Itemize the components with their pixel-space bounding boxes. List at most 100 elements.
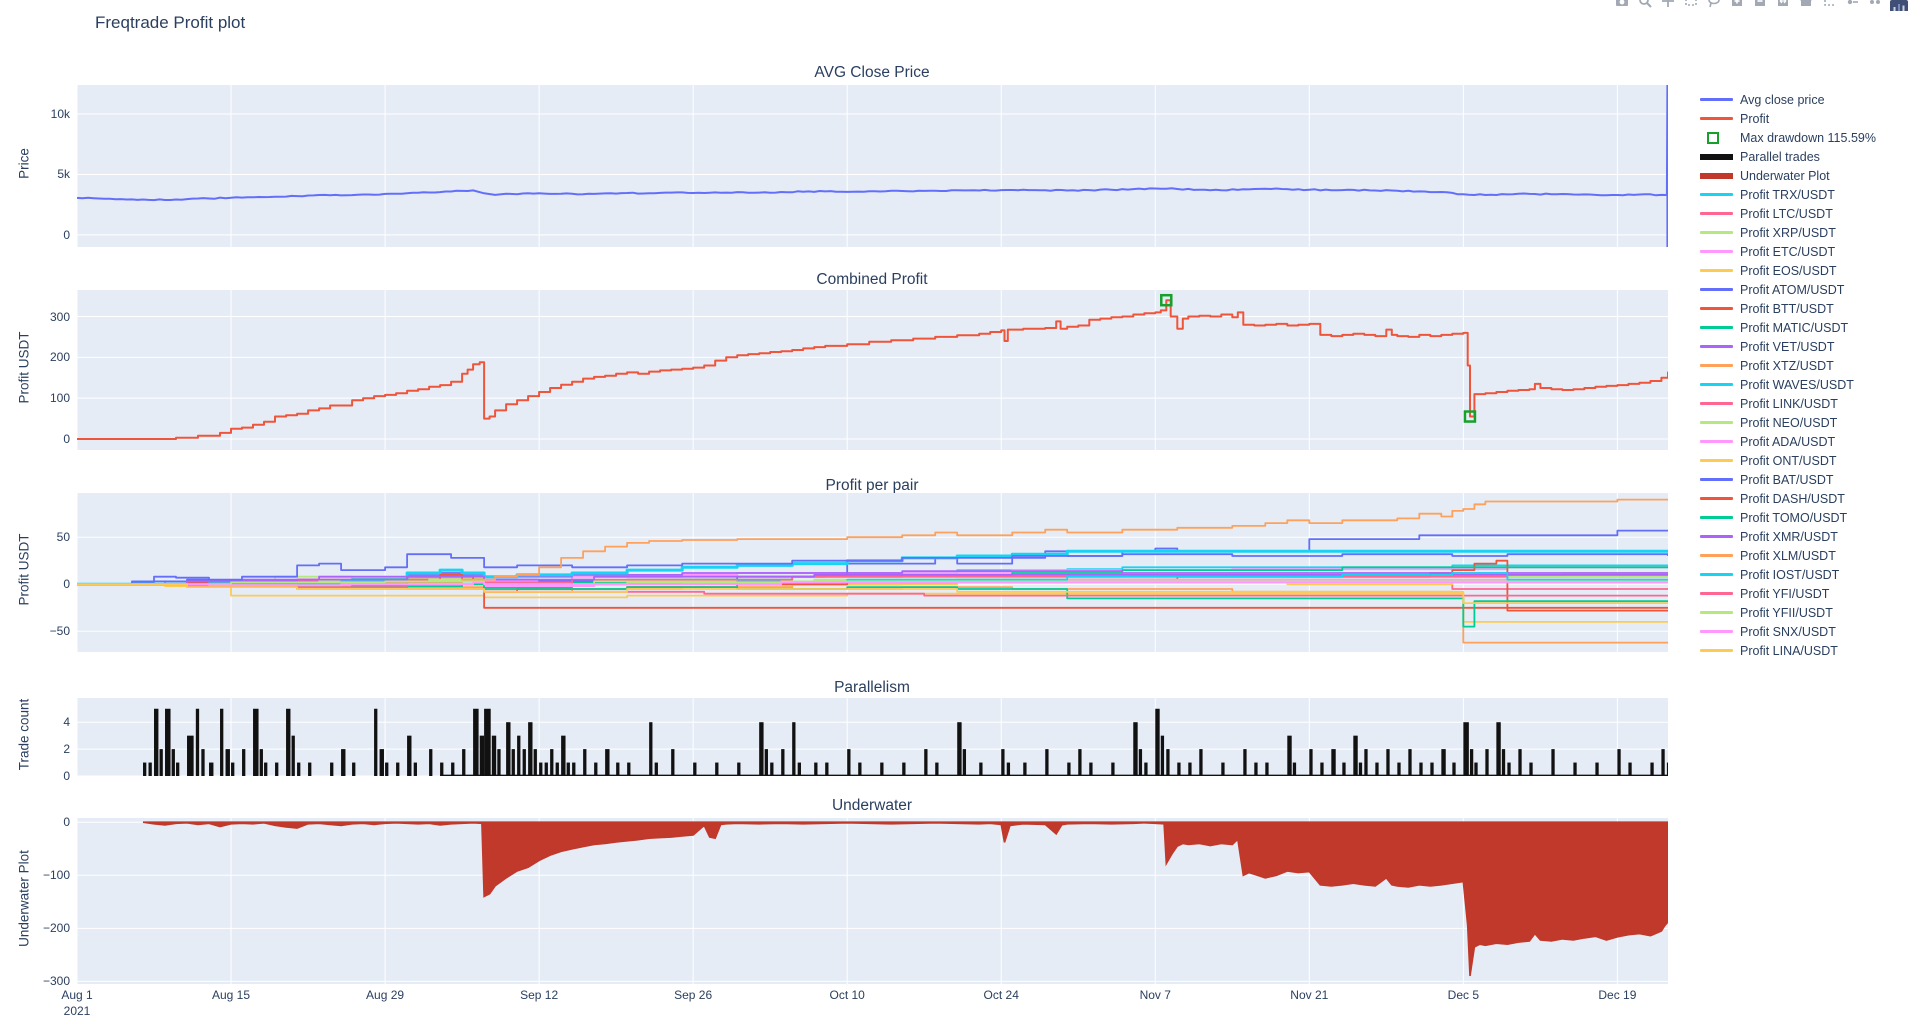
legend-item-label: Profit YFII/USDT [1740,605,1833,620]
legend-item-label: Profit XRP/USDT [1740,225,1836,240]
legend-item-label: Profit ADA/USDT [1740,434,1836,449]
legend-item-underwater-plot[interactable]: Underwater Plot [1700,166,1876,185]
legend-item-profit-etc-usdt[interactable]: Profit ETC/USDT [1700,242,1876,261]
legend-item-max-drawdown-115-59-[interactable]: Max drawdown 115.59% [1700,128,1876,147]
legend-item-profit[interactable]: Profit [1700,109,1876,128]
legend-swatch [1700,153,1733,160]
legend-item-label: Profit BAT/USDT [1740,472,1834,487]
legend-item-profit-xrp-usdt[interactable]: Profit XRP/USDT [1700,223,1876,242]
plotly-modebar [1614,0,1908,11]
legend-item-profit-dash-usdt[interactable]: Profit DASH/USDT [1700,489,1876,508]
x-tick-label: Aug 15 [212,988,251,1002]
x-tick-label: Sep 26 [674,988,713,1002]
x-tick-label: Dec 19 [1598,988,1637,1002]
y-tick-label: 10k [50,107,70,121]
legend-swatch [1700,383,1733,386]
legend-item-profit-yfii-usdt[interactable]: Profit YFII/USDT [1700,603,1876,622]
legend-item-profit-btt-usdt[interactable]: Profit BTT/USDT [1700,299,1876,318]
legend-item-profit-xmr-usdt[interactable]: Profit XMR/USDT [1700,527,1876,546]
legend-swatch [1700,131,1733,144]
legend-item-profit-trx-usdt[interactable]: Profit TRX/USDT [1700,185,1876,204]
legend-item-profit-neo-usdt[interactable]: Profit NEO/USDT [1700,413,1876,432]
zoom-icon[interactable] [1637,0,1653,9]
y-tick-label: 200 [49,350,70,365]
box-select-icon[interactable] [1683,0,1699,9]
legend-item-label: Profit XLM/USDT [1740,548,1836,563]
zoom-out-icon[interactable] [1752,0,1768,9]
legend-item-profit-link-usdt[interactable]: Profit LINK/USDT [1700,394,1876,413]
hover-closest-icon[interactable] [1844,0,1860,9]
reset-axes-icon[interactable] [1798,0,1814,9]
avg-close-price-plot-area[interactable] [77,85,1668,247]
y-tick-label: −200 [42,921,70,936]
legend-item-avg-close-price[interactable]: Avg close price [1700,90,1876,109]
x-tick-year-label: 2021 [63,1004,91,1018]
x-tick-label: Oct 24 [983,988,1019,1002]
legend-item-profit-ltc-usdt[interactable]: Profit LTC/USDT [1700,204,1876,223]
legend-item-label: Underwater Plot [1740,168,1830,183]
legend-swatch [1700,326,1733,329]
legend-item-label: Profit XMR/USDT [1740,529,1838,544]
legend-item-label: Profit ATOM/USDT [1740,282,1845,297]
legend-item-profit-xlm-usdt[interactable]: Profit XLM/USDT [1700,546,1876,565]
legend-item-label: Profit [1740,111,1770,126]
legend-item-parallel-trades[interactable]: Parallel trades [1700,147,1876,166]
legend-item-profit-tomo-usdt[interactable]: Profit TOMO/USDT [1700,508,1876,527]
combined-profit-plot-area[interactable] [77,290,1668,450]
legend-item-label: Profit TOMO/USDT [1740,510,1848,525]
legend-item-profit-eos-usdt[interactable]: Profit EOS/USDT [1700,261,1876,280]
legend-item-profit-atom-usdt[interactable]: Profit ATOM/USDT [1700,280,1876,299]
legend-item-profit-waves-usdt[interactable]: Profit WAVES/USDT [1700,375,1876,394]
spikeline-icon[interactable] [1821,0,1837,9]
x-tick-label: Sep 12 [520,988,559,1002]
legend-item-profit-snx-usdt[interactable]: Profit SNX/USDT [1700,622,1876,641]
legend-item-label: Max drawdown 115.59% [1740,130,1876,145]
y-tick-label: 0 [63,815,70,830]
profit-per-pair-plot-area[interactable] [77,493,1668,652]
legend-swatch [1700,573,1733,576]
subplot-title-avg-close-price: AVG Close Price [814,64,930,81]
legend-item-profit-matic-usdt[interactable]: Profit MATIC/USDT [1700,318,1876,337]
autoscale-icon[interactable] [1775,0,1791,9]
legend-item-profit-iost-usdt[interactable]: Profit IOST/USDT [1700,565,1876,584]
legend-item-label: Profit LINA/USDT [1740,643,1838,658]
legend-swatch [1700,630,1733,633]
legend-swatch [1700,497,1733,500]
parallelism-plot-area[interactable] [77,698,1668,776]
y-tick-label: −100 [42,868,70,883]
legend-item-profit-xtz-usdt[interactable]: Profit XTZ/USDT [1700,356,1876,375]
legend-swatch [1700,231,1733,234]
underwater-plot-area[interactable] [77,818,1668,984]
subplot-title-profit-per-pair: Profit per pair [825,477,919,494]
legend-item-profit-yfi-usdt[interactable]: Profit YFI/USDT [1700,584,1876,603]
legend-item-label: Profit LTC/USDT [1740,206,1833,221]
camera-icon[interactable] [1614,0,1630,9]
y-tick-label: −50 [49,624,70,639]
legend-item-label: Profit BTT/USDT [1740,301,1834,316]
zoom-in-icon[interactable] [1729,0,1745,9]
legend-swatch [1700,117,1733,120]
legend-swatch [1700,649,1733,652]
subplot-title-underwater: Underwater [831,797,913,814]
legend-item-label: Profit WAVES/USDT [1740,377,1854,392]
legend-item-profit-lina-usdt[interactable]: Profit LINA/USDT [1700,641,1876,660]
y-tick-label: 0 [63,769,70,783]
legend-item-profit-bat-usdt[interactable]: Profit BAT/USDT [1700,470,1876,489]
legend-swatch [1700,459,1733,462]
subplot-title-combined-profit: Combined Profit [816,271,928,288]
legend-swatch [1700,421,1733,424]
y-tick-label: 5k [57,167,70,182]
hover-compare-icon[interactable] [1867,0,1883,9]
y-axis-label-underwater-plot: Underwater Plot [16,850,32,947]
legend-swatch [1700,288,1733,291]
pan-icon[interactable] [1660,0,1676,9]
legend-item-profit-ont-usdt[interactable]: Profit ONT/USDT [1700,451,1876,470]
y-axis-label-trade-count: Trade count [16,698,32,771]
plotly-logo[interactable] [1890,0,1908,11]
legend-swatch [1700,440,1733,443]
legend-item-profit-vet-usdt[interactable]: Profit VET/USDT [1700,337,1876,356]
lasso-icon[interactable] [1706,0,1722,9]
legend-item-profit-ada-usdt[interactable]: Profit ADA/USDT [1700,432,1876,451]
legend-item-label: Profit ETC/USDT [1740,244,1836,259]
